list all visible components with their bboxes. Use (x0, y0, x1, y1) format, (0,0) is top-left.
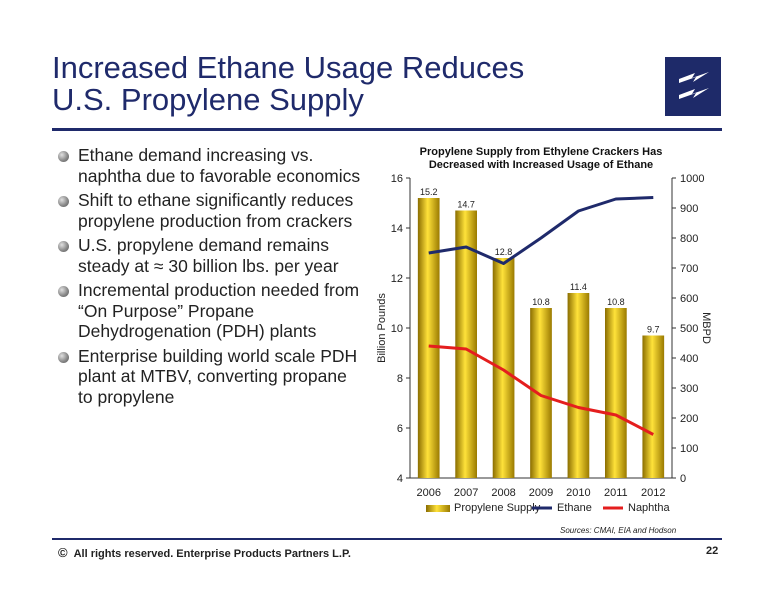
footer: © All rights reserved. Enterprise Product… (58, 545, 351, 560)
bullet-item: Incremental production needed from “On P… (58, 280, 363, 342)
bar-value-label: 10.8 (532, 297, 550, 307)
bullet-icon (58, 351, 69, 363)
naphtha-line (428, 344, 654, 436)
bullet-item: U.S. propylene demand remains steady at … (58, 235, 363, 276)
propylene-supply-bar (530, 308, 552, 478)
title-divider (52, 128, 722, 131)
bar-value-label: 12.8 (495, 247, 513, 257)
x-tick-label: 2012 (641, 487, 665, 499)
x-tick-label: 2010 (566, 487, 590, 499)
y-tick-label: 16 (391, 173, 403, 185)
y2-axis-label: MBPD (700, 312, 712, 344)
sources-note: Sources: CMAI, EIA and Hodson (560, 526, 677, 535)
footer-text: All rights reserved. Enterprise Products… (73, 548, 351, 560)
y2-tick-label: 800 (680, 233, 698, 245)
x-tick-label: 2007 (454, 487, 478, 499)
x-tick-label: 2009 (529, 487, 553, 499)
bar-value-label: 9.7 (647, 325, 660, 335)
y-tick-label: 14 (391, 223, 403, 235)
y2-tick-label: 300 (680, 383, 698, 395)
slide-title: Increased Ethane Usage Reduces U.S. Prop… (52, 52, 612, 116)
propylene-supply-bar (455, 210, 477, 478)
bar-value-label: 14.7 (457, 200, 475, 210)
y-tick-label: 6 (397, 423, 403, 435)
bullet-list: Ethane demand increasing vs. naphtha due… (58, 145, 363, 411)
y2-tick-label: 900 (680, 203, 698, 215)
legend-propylene-supply-swatch (426, 505, 450, 512)
y-axis-label: Billion Pounds (376, 293, 388, 363)
bullet-text: Shift to ethane significantly reduces pr… (78, 190, 354, 231)
propylene-supply-bar (492, 258, 515, 478)
propylene-supply-bar (417, 198, 440, 478)
y2-tick-label: 0 (680, 473, 686, 485)
y2-tick-label: 600 (680, 293, 698, 305)
propylene-supply-bar (567, 293, 590, 478)
legend-ethane-label: Ethane (557, 502, 592, 514)
bar-value-label: 10.8 (607, 297, 625, 307)
propylene-supply-bar (642, 335, 665, 478)
page-number: 22 (706, 545, 719, 557)
y2-tick-label: 700 (680, 263, 698, 275)
y2-tick-label: 200 (680, 413, 698, 425)
legend-naphtha-label: Naphtha (628, 502, 670, 514)
slide-title-line2: U.S. Propylene Supply (52, 82, 364, 117)
y-tick-label: 4 (397, 473, 403, 485)
copyright-icon: © (58, 545, 68, 560)
y-tick-label: 10 (391, 323, 403, 335)
y2-tick-label: 400 (680, 353, 698, 365)
bullet-icon (58, 286, 69, 297)
bullet-text: Ethane demand increasing vs. naphtha due… (78, 145, 361, 186)
bullet-item: Ethane demand increasing vs. naphtha due… (58, 145, 363, 186)
bullet-icon (58, 151, 69, 162)
footer-divider (52, 538, 722, 540)
bullet-icon (58, 196, 69, 207)
bullet-icon (58, 241, 69, 252)
bullet-text: U.S. propylene demand remains steady at … (78, 235, 339, 276)
y2-tick-label: 500 (680, 323, 698, 335)
ethane-line (428, 196, 654, 265)
bullet-text: Enterprise building world scale PDH plan… (78, 345, 358, 407)
x-tick-label: 2006 (416, 487, 440, 499)
bullet-text: Incremental production needed from “On P… (78, 280, 360, 341)
bar-value-label: 11.4 (570, 282, 587, 292)
bullet-item: Shift to ethane significantly reduces pr… (58, 190, 363, 231)
bar-value-label: 15.2 (420, 187, 438, 197)
legend-propylene-supply-label: Propylene Supply (454, 502, 541, 514)
x-tick-label: 2011 (604, 487, 628, 499)
propylene-supply-bar (605, 308, 627, 478)
y-tick-label: 8 (397, 373, 403, 385)
y2-tick-label: 1000 (680, 173, 704, 185)
y-tick-label: 12 (391, 273, 403, 285)
x-tick-label: 2008 (491, 487, 515, 499)
lightning-bolts-logo-icon (665, 57, 721, 116)
y2-tick-label: 100 (680, 443, 698, 455)
propylene-supply-chart: Propylene Supply from Ethylene Crackers … (376, 146, 712, 514)
slide-title-line1: Increased Ethane Usage Reduces (52, 50, 525, 85)
bullet-item: Enterprise building world scale PDH plan… (58, 346, 363, 408)
chart-title-line2: Decreased with Increased Usage of Ethane (429, 159, 653, 171)
chart-title-line1: Propylene Supply from Ethylene Crackers … (420, 146, 663, 158)
